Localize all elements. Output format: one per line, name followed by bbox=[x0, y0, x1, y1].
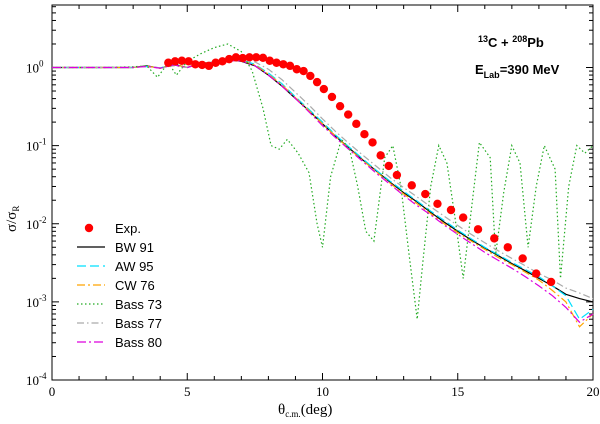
x-tick-label: 15 bbox=[451, 384, 464, 399]
exp-point bbox=[191, 60, 200, 69]
y-tick-label: 100 bbox=[26, 59, 44, 76]
exp-point bbox=[279, 60, 288, 69]
exp-point bbox=[473, 225, 483, 234]
exp-point bbox=[335, 101, 345, 111]
exp-point bbox=[343, 110, 353, 119]
exp-point bbox=[164, 58, 173, 67]
x-tick-label: 5 bbox=[184, 384, 191, 399]
axis-ticks: 0 5 10 15 20 100 10-1 10-2 10-3 10-4 bbox=[26, 5, 600, 399]
exp-point bbox=[204, 61, 214, 71]
exp-point bbox=[407, 181, 416, 190]
exp-point bbox=[245, 53, 254, 62]
series-line-cw-76 bbox=[52, 60, 594, 328]
series-line-bass-73 bbox=[52, 43, 594, 320]
exp-point bbox=[352, 119, 361, 129]
legend-label-bass-73: Bass 73 bbox=[115, 297, 162, 312]
series-line-bass-80 bbox=[52, 60, 594, 323]
legend-label-exp: Exp. bbox=[115, 221, 141, 236]
exp-point bbox=[231, 53, 241, 62]
x-tick-label: 20 bbox=[587, 384, 600, 399]
exp-point bbox=[224, 54, 234, 64]
legend-label-bw-91: BW 91 bbox=[115, 240, 154, 255]
exp-point bbox=[458, 213, 468, 222]
reaction-label: 13C + 208Pb bbox=[478, 34, 544, 50]
exp-points bbox=[164, 53, 556, 287]
exp-point bbox=[376, 151, 385, 160]
y-axis-title: σ/σR bbox=[4, 206, 21, 232]
y-tick-label: 10-2 bbox=[26, 215, 47, 232]
exp-point bbox=[446, 205, 456, 215]
x-tick-label: 0 bbox=[49, 384, 56, 399]
exp-point bbox=[306, 71, 315, 81]
exp-point bbox=[384, 161, 393, 171]
exp-point bbox=[211, 58, 220, 67]
legend-label-cw-76: CW 76 bbox=[115, 278, 155, 293]
exp-point bbox=[292, 65, 302, 74]
exp-point bbox=[531, 269, 541, 278]
energy-label: ELab=390 MeV bbox=[475, 62, 560, 80]
exp-point bbox=[265, 56, 274, 65]
exp-point bbox=[392, 170, 402, 180]
exp-point bbox=[272, 58, 281, 67]
exp-point bbox=[490, 234, 499, 243]
legend-marker-exp bbox=[84, 223, 94, 233]
y-tick-label: 10-4 bbox=[26, 371, 47, 388]
exp-point bbox=[433, 199, 442, 209]
exp-point bbox=[421, 189, 430, 199]
y-tick-label: 10-3 bbox=[26, 293, 47, 310]
exp-point bbox=[312, 77, 322, 87]
series-layer bbox=[52, 43, 594, 328]
exp-point bbox=[360, 130, 369, 139]
exp-point bbox=[252, 53, 261, 62]
exp-point bbox=[503, 243, 512, 252]
exp-point bbox=[184, 57, 193, 66]
exp-point bbox=[238, 53, 247, 63]
x-tick-label: 10 bbox=[316, 384, 329, 399]
exp-point bbox=[368, 138, 377, 147]
exp-point bbox=[170, 57, 180, 66]
legend-label-bass-80: Bass 80 bbox=[115, 335, 162, 350]
exp-point bbox=[518, 254, 527, 263]
exp-point bbox=[299, 66, 308, 76]
exp-point bbox=[319, 84, 329, 94]
exp-point bbox=[258, 53, 268, 63]
legend: Exp. BW 91 AW 95 CW 76 Bass 73 Bass 77 Bass 80 bbox=[77, 221, 162, 350]
exp-point bbox=[285, 61, 295, 71]
exp-point bbox=[197, 60, 207, 70]
x-axis-title: θc.m.(deg) bbox=[278, 402, 332, 419]
exp-point bbox=[218, 57, 227, 66]
exp-point bbox=[177, 56, 187, 65]
y-tick-label: 10-1 bbox=[26, 137, 47, 154]
exp-point bbox=[546, 277, 556, 287]
exp-point bbox=[327, 92, 337, 102]
legend-label-bass-77: Bass 77 bbox=[115, 316, 162, 331]
legend-label-aw-95: AW 95 bbox=[115, 259, 154, 274]
